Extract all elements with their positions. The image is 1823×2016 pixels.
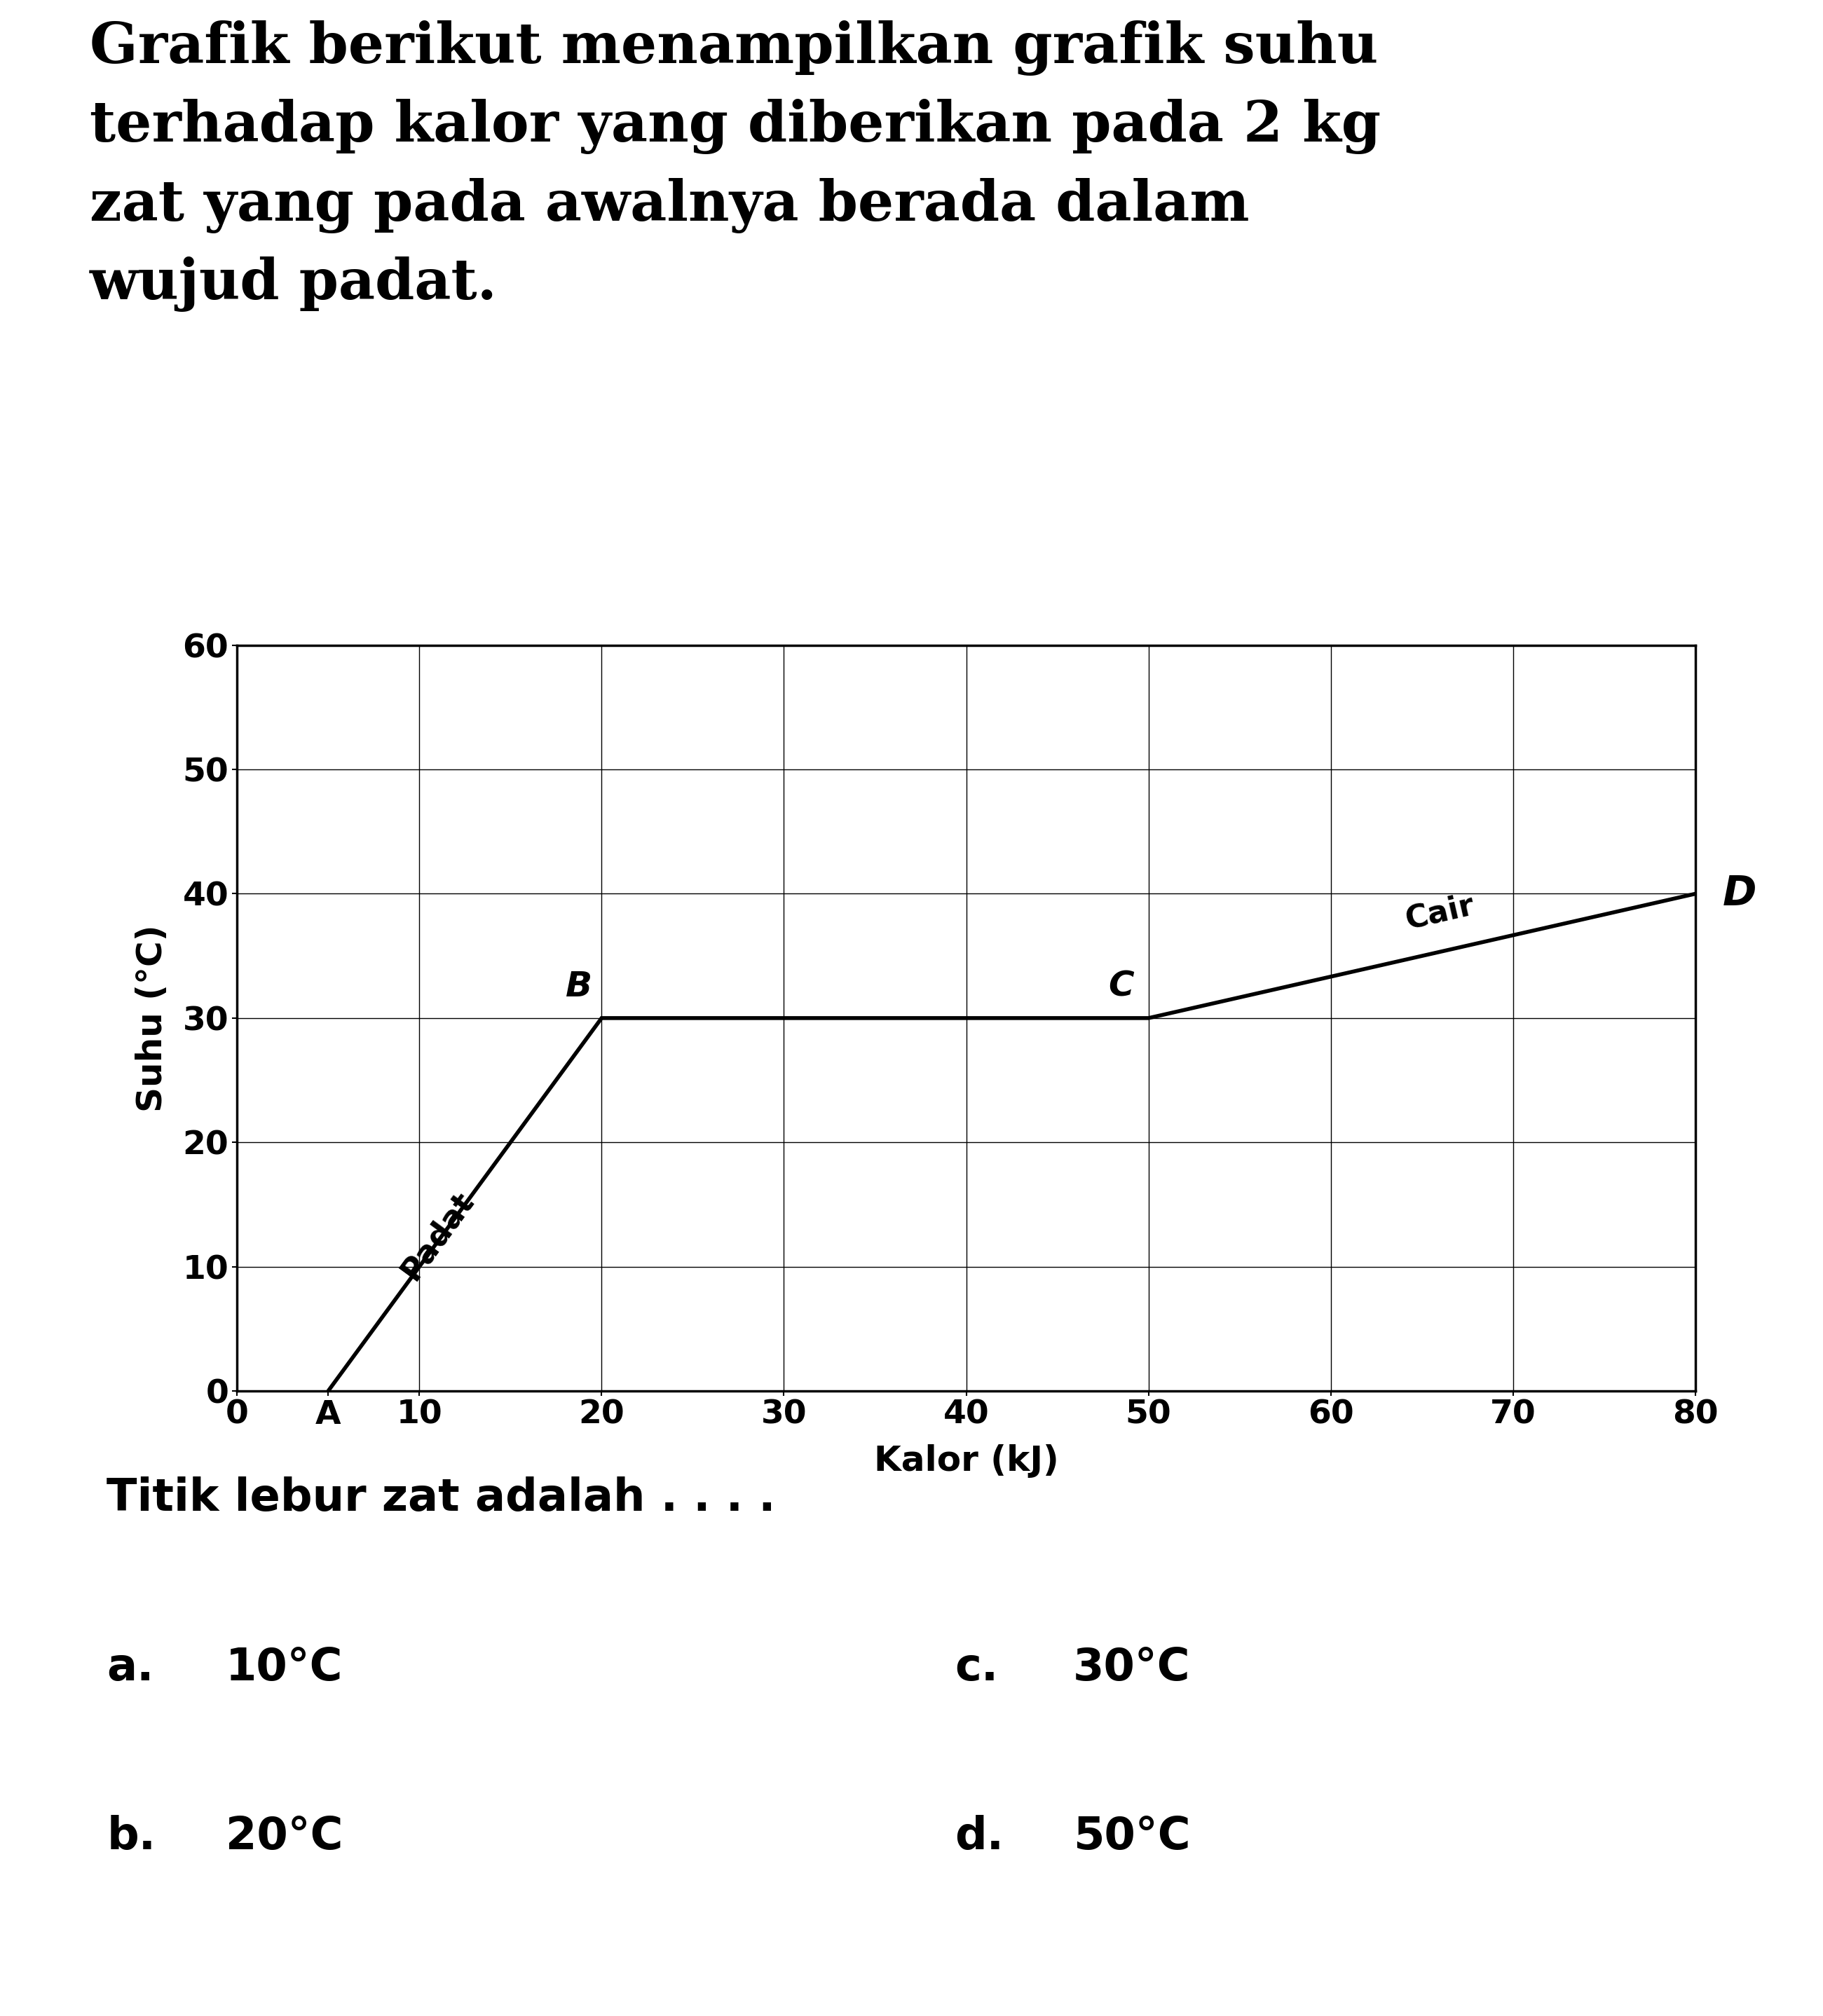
Text: Cair: Cair: [1402, 889, 1478, 935]
Text: c.: c.: [955, 1645, 997, 1689]
Text: d.: d.: [955, 1814, 1004, 1859]
Text: B: B: [565, 970, 592, 1004]
Text: 20°C: 20°C: [226, 1814, 343, 1859]
X-axis label: Kalor (kJ): Kalor (kJ): [873, 1445, 1059, 1478]
Y-axis label: Suhu (°C): Suhu (°C): [135, 925, 170, 1111]
Text: Padat: Padat: [396, 1185, 479, 1286]
Text: b.: b.: [108, 1814, 157, 1859]
Text: 10°C: 10°C: [226, 1645, 343, 1689]
Text: 30°C: 30°C: [1074, 1645, 1190, 1689]
Text: D: D: [1723, 873, 1757, 913]
Text: C: C: [1108, 970, 1134, 1004]
Text: Titik lebur zat adalah . . . .: Titik lebur zat adalah . . . .: [108, 1476, 777, 1520]
Text: Grafik berikut menampilkan grafik suhu
terhadap kalor yang diberikan pada 2 kg
z: Grafik berikut menampilkan grafik suhu t…: [89, 20, 1382, 312]
Text: a.: a.: [108, 1645, 155, 1689]
Text: 50°C: 50°C: [1074, 1814, 1190, 1859]
